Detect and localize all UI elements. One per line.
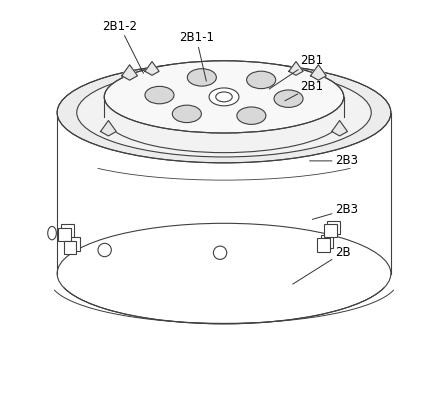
Bar [64,241,76,254]
Text: 2B1-2: 2B1-2 [102,20,143,73]
Ellipse shape [209,88,239,106]
Bar [58,228,71,241]
Ellipse shape [57,223,391,324]
Bar [61,225,74,238]
Ellipse shape [48,227,56,240]
Text: 2B1: 2B1 [269,54,324,89]
Ellipse shape [213,246,227,259]
Bar [321,235,333,249]
Ellipse shape [77,68,371,157]
Polygon shape [100,121,116,136]
Text: 2B1: 2B1 [285,80,324,101]
Bar [327,221,340,234]
Bar [318,238,330,252]
Polygon shape [310,65,326,80]
Text: 2B3: 2B3 [312,203,358,219]
Ellipse shape [104,61,344,133]
Ellipse shape [57,62,391,163]
Ellipse shape [216,92,232,102]
Ellipse shape [274,90,303,108]
Ellipse shape [237,107,266,125]
Text: 2B3: 2B3 [310,154,358,167]
Bar [67,238,79,251]
Bar [324,224,337,237]
Ellipse shape [145,86,174,104]
Polygon shape [332,121,348,136]
Polygon shape [145,61,159,75]
Polygon shape [122,65,138,80]
Text: 2B: 2B [293,246,350,284]
Ellipse shape [247,71,276,89]
Ellipse shape [187,69,216,86]
Ellipse shape [172,105,201,123]
Ellipse shape [98,243,111,256]
Text: 2B1-1: 2B1-1 [179,32,214,81]
Polygon shape [289,61,303,75]
